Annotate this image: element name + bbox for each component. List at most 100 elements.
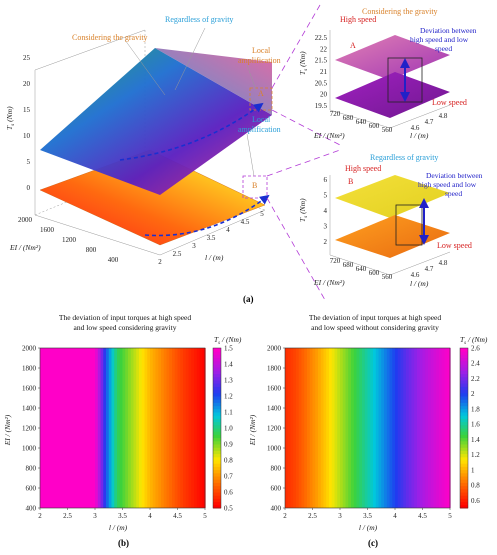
inset-bottom-marker: B xyxy=(348,177,353,186)
colorbar-segment xyxy=(460,472,468,477)
colorbar-segment xyxy=(213,495,221,499)
heatmap-cell xyxy=(141,348,146,508)
surface-considering-gravity-upper xyxy=(155,48,272,115)
main-l-tick-label: 2.5 xyxy=(173,250,182,258)
colorbar-segment xyxy=(460,360,468,365)
colorbar-tick-label: 1.1 xyxy=(224,409,233,417)
heatmap-cell xyxy=(191,348,195,508)
main-l-tick-label: 5 xyxy=(260,210,264,218)
heatmap-cell xyxy=(180,348,184,508)
heatmap-cell xyxy=(386,348,391,508)
colorbar-tick-label: 0.9 xyxy=(224,441,233,449)
colorbar-segment xyxy=(213,434,221,439)
inset-top-marker: A xyxy=(350,41,356,50)
colorbar-segment xyxy=(460,456,468,461)
heatmap-cell xyxy=(53,348,58,508)
colorbar-segment xyxy=(460,367,468,371)
heatmap-cell xyxy=(293,348,297,508)
heatmap-cell xyxy=(381,348,385,508)
x-tick-label: 3 xyxy=(93,512,97,520)
heatmap-cell xyxy=(128,348,132,508)
colorbar-segment xyxy=(460,482,468,487)
colorbar-segment xyxy=(460,354,468,359)
heatmap-cell xyxy=(119,348,124,508)
colorbar-segment xyxy=(460,453,468,458)
inset-top-ei-ticks: 720 680 640 600 560 xyxy=(330,110,393,134)
x-tick-label: 4.5 xyxy=(418,512,427,520)
main-ei-tick-label: 1200 xyxy=(62,236,77,244)
inset-top-y-tick-label: 21 xyxy=(320,68,328,76)
heatmap-cell xyxy=(161,348,165,508)
local-box-b xyxy=(242,175,268,199)
heatmap-cell xyxy=(166,348,170,508)
colorbar-segment xyxy=(460,437,468,442)
colorbar-segment xyxy=(213,456,221,461)
heatmap-cell xyxy=(185,348,190,508)
heatmap-cell xyxy=(428,348,432,508)
main-y-axis-label: Ts (Nm) xyxy=(5,106,16,130)
inset-top-l-tick-label: 4.7 xyxy=(425,118,434,126)
y-tick-label: 2000 xyxy=(267,345,282,353)
main-l-tick-label: 4.5 xyxy=(241,218,250,226)
y-tick-label: 1800 xyxy=(22,365,37,373)
colorbar-segment xyxy=(460,498,468,503)
inset-bottom-y-tick-label: 2 xyxy=(324,238,328,246)
main-l-tick-label: 3 xyxy=(192,242,196,250)
heatmap-cell xyxy=(202,348,206,508)
heatmap-cell xyxy=(345,348,349,508)
heatmap-cell xyxy=(64,348,69,508)
colorbar-segment xyxy=(460,450,468,455)
colorbar-segment xyxy=(460,405,468,410)
main-l-tick-label: 4 xyxy=(226,226,230,234)
colorbar-tick-label: 1.2 xyxy=(224,393,233,401)
heatmap-cell xyxy=(436,348,440,508)
main-l-tick-label: 2 xyxy=(158,258,162,266)
colorbar-frame xyxy=(212,347,222,509)
colorbar-segment xyxy=(213,386,221,391)
heatmap-cell xyxy=(155,348,159,508)
inset-top-y-ticks: 19.5 20 20.5 21 21.5 22 22.5 xyxy=(315,34,328,110)
leader-considering xyxy=(124,39,166,96)
heatmap-b-colorbar-label: Ts / (Nm) xyxy=(214,335,242,346)
colorbar-segment xyxy=(213,418,221,423)
colorbar-segment xyxy=(213,408,221,413)
colorbar-segment xyxy=(460,373,468,378)
colorbar-segment xyxy=(460,424,468,429)
heatmap-b-x-label: l / (m) xyxy=(109,523,128,532)
heatmap-cell xyxy=(433,348,437,508)
y-tick-label: 1800 xyxy=(267,365,282,373)
inset-top-ei-tick-label: 680 xyxy=(343,114,354,122)
colorbar-segment xyxy=(213,389,221,394)
inset-bottom-y-label: Ts (Nm) xyxy=(298,198,309,222)
heatmap-cell xyxy=(359,348,363,508)
inset-top-y-tick-label: 20 xyxy=(320,91,328,99)
heatmap-cell xyxy=(304,348,308,508)
inset-top-deviation-2: high speed and low xyxy=(410,35,469,44)
heatmap-cell xyxy=(375,348,380,508)
heatmap-b-title-line1: The deviation of input torques at high s… xyxy=(59,313,192,322)
colorbar-segment xyxy=(213,492,221,496)
colorbar-segment xyxy=(213,424,221,429)
colorbar-segment xyxy=(213,412,221,416)
heatmap-cell xyxy=(351,348,355,508)
inset-bottom-high-surface xyxy=(335,175,450,218)
colorbar-segment xyxy=(460,463,468,467)
heatmap-cell xyxy=(406,348,410,508)
main-ei-tick-label: 400 xyxy=(108,256,119,264)
heatmap-cell xyxy=(95,348,99,508)
inset-top-low-speed: Low speed xyxy=(432,98,467,107)
colorbar-segment xyxy=(460,412,468,416)
inset-bottom-l-tick-label: 4.6 xyxy=(411,271,420,279)
heatmap-c-y-label: EI / (Nm²) xyxy=(248,414,257,446)
heatmap-cell xyxy=(287,348,292,508)
colorbar-segment xyxy=(460,504,468,509)
x-tick-label: 3 xyxy=(338,512,342,520)
heatmap-cell xyxy=(70,348,74,508)
colorbar-segment xyxy=(213,370,221,375)
heatmap-cell xyxy=(108,348,113,508)
colorbar-segment xyxy=(460,495,468,499)
heatmap-cell xyxy=(411,348,415,508)
heatmap-cell xyxy=(285,348,289,508)
inset-bottom-ei-tick-label: 720 xyxy=(330,257,341,265)
inset-top-y-tick-label: 22.5 xyxy=(315,34,328,42)
